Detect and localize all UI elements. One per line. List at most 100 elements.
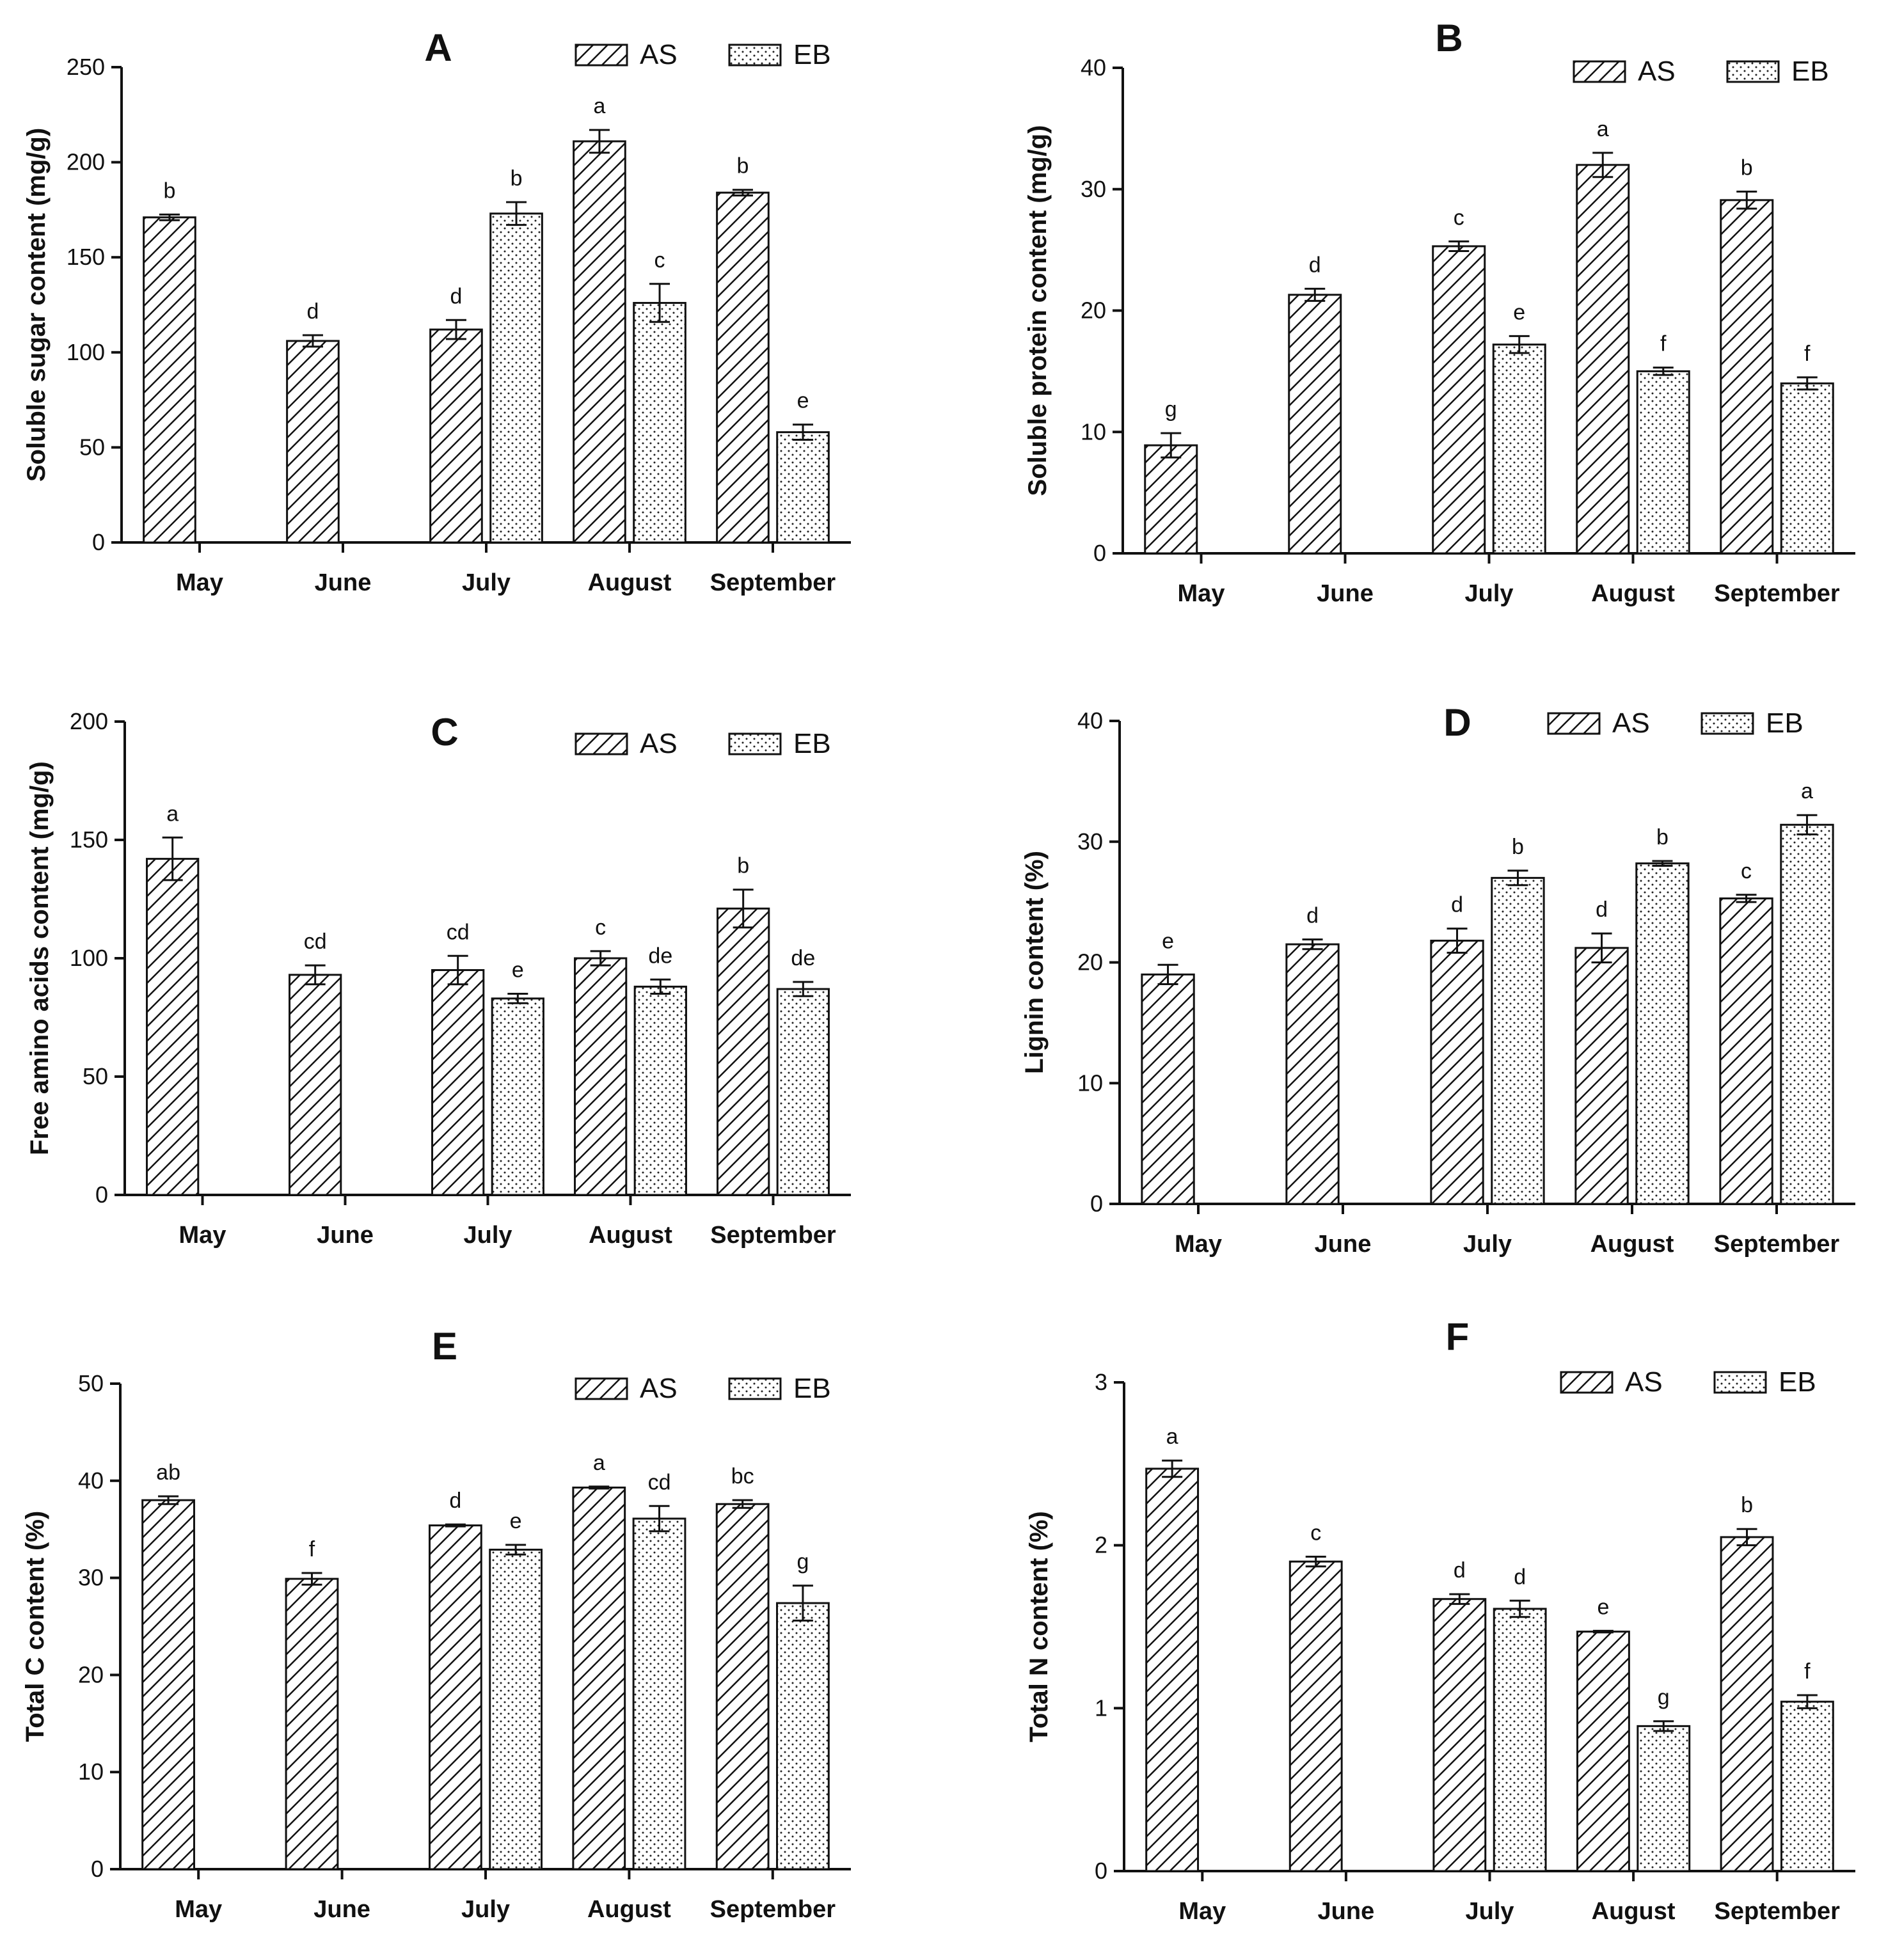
x-tick-label: September (710, 1896, 836, 1923)
x-tick-label: September (710, 569, 836, 596)
significance-letter: a (593, 94, 605, 118)
bar-eb-september (776, 988, 830, 1196)
bar-eb-july (489, 212, 543, 544)
significance-letter: f (1660, 332, 1667, 356)
legend-swatch-eb (728, 1377, 782, 1400)
y-tick-label: 20 (1077, 949, 1103, 976)
bar-as-may (141, 1499, 195, 1870)
bar-eb-august (1637, 1725, 1691, 1872)
panel-letter: D (1443, 701, 1471, 744)
significance-letter: a (1801, 779, 1813, 803)
bar-eb-july (1491, 876, 1545, 1205)
bar-as-june (1285, 943, 1340, 1205)
significance-letter: cd (304, 929, 327, 954)
x-tick-label: July (1463, 1231, 1512, 1258)
y-tick-label: 30 (78, 1565, 104, 1591)
significance-letter: g (1165, 397, 1177, 422)
bar-as-july (1432, 1598, 1487, 1872)
significance-letter: e (797, 389, 809, 413)
legend-swatch-eb (1726, 60, 1780, 83)
x-tick-label: July (462, 569, 511, 596)
significance-letter: ab (156, 1460, 180, 1485)
x-tick-label: May (176, 569, 223, 596)
legend: AS EB (1573, 56, 1829, 87)
legend-swatch-eb (1701, 712, 1754, 735)
legend-label-as: AS (1625, 1366, 1663, 1398)
bar-as-september (1720, 199, 1774, 555)
y-tick-label: 100 (67, 339, 105, 365)
significance-letter: bc (731, 1464, 754, 1489)
significance-letter: b (1512, 835, 1524, 859)
significance-letter: c (595, 915, 606, 940)
significance-letter: c (654, 248, 665, 273)
legend-label-as: AS (640, 1373, 678, 1404)
x-tick-label: May (175, 1896, 222, 1923)
panel-letter: F (1446, 1315, 1470, 1358)
legend-swatch-as (575, 1377, 628, 1400)
significance-letter: g (797, 1550, 809, 1574)
bar-as-june (286, 340, 340, 544)
bar-eb-september (776, 431, 830, 544)
bar-as-july (429, 328, 483, 544)
significance-letter: cd (447, 920, 470, 944)
y-tick-label: 0 (91, 1856, 104, 1882)
bar-eb-august (1635, 862, 1690, 1205)
bar-as-july (431, 969, 485, 1196)
significance-letter: b (163, 178, 175, 203)
significance-letter: e (1597, 1595, 1609, 1619)
legend-swatch-as (1547, 712, 1601, 735)
legend-swatch-eb (1713, 1371, 1767, 1394)
significance-letter: f (1804, 1659, 1811, 1684)
bar-as-may (1141, 973, 1195, 1205)
significance-letter: d (449, 1489, 461, 1513)
x-tick-label: June (1318, 1898, 1375, 1925)
x-tick-label: August (1592, 1898, 1676, 1925)
legend-label-as: AS (1638, 56, 1676, 87)
bar-as-may (1144, 444, 1198, 555)
y-tick-label: 50 (79, 434, 105, 460)
y-tick-label: 20 (78, 1661, 104, 1687)
significance-letter: c (1454, 205, 1464, 230)
bar-eb-july (1492, 344, 1546, 555)
y-tick-label: 0 (1095, 1858, 1107, 1884)
y-tick-label: 40 (1077, 707, 1103, 734)
legend: AS EB (1560, 1366, 1816, 1398)
bar-as-june (1288, 294, 1342, 555)
legend-swatch-as (575, 43, 628, 67)
legend: AS EB (575, 39, 831, 70)
bar-eb-september (1780, 823, 1834, 1205)
panel-d: 0 10 20 30 40 Lignin content (%) D AS EB May e June… (1020, 701, 1855, 1258)
significance-letter: cd (648, 1470, 671, 1494)
x-tick-label: August (588, 569, 672, 596)
significance-letter: d (1306, 904, 1319, 928)
significance-letter: c (1310, 1521, 1321, 1545)
significance-letter: e (512, 958, 524, 983)
significance-letter: d (1451, 893, 1463, 917)
x-tick-label: September (1714, 580, 1840, 607)
x-tick-label: August (587, 1896, 671, 1923)
bar-as-june (1288, 1560, 1343, 1872)
bar-as-august (573, 140, 626, 544)
significance-letter: b (1741, 1493, 1753, 1517)
x-tick-label: May (1178, 1898, 1226, 1925)
legend: AS EB (575, 728, 831, 759)
significance-letter: e (1513, 300, 1525, 324)
legend-label-eb: EB (793, 1373, 831, 1404)
significance-letter: d (1596, 897, 1608, 922)
significance-letter: b (737, 854, 749, 878)
legend-label-eb: EB (793, 728, 831, 759)
bar-as-may (146, 858, 200, 1196)
significance-letter: d (1309, 253, 1321, 277)
y-axis-title: Total C content (%) (21, 1511, 49, 1742)
bar-eb-august (1636, 370, 1690, 555)
legend-label-eb: EB (1766, 707, 1804, 739)
significance-letter: a (1597, 117, 1609, 141)
legend-label-eb: EB (793, 39, 831, 70)
bar-as-may (1145, 1467, 1200, 1872)
bar-as-september (716, 191, 770, 544)
x-tick-label: August (589, 1222, 672, 1249)
y-tick-label: 10 (78, 1758, 104, 1785)
bar-as-september (717, 907, 770, 1196)
